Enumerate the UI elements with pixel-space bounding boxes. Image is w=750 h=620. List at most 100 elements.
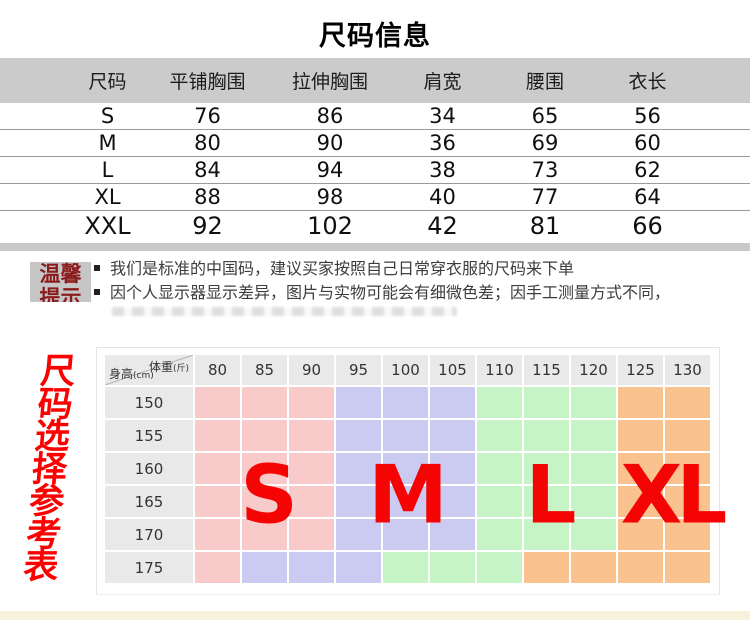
zone-cell-S — [289, 453, 334, 484]
size-table-cell: 84 — [194, 158, 221, 182]
zone-cell-L — [524, 420, 569, 451]
reference-grid-row: 170 — [105, 519, 710, 550]
zone-cell-M — [336, 486, 381, 517]
zone-cell-L — [524, 486, 569, 517]
zone-cell-XL — [665, 486, 710, 517]
zone-cell-M — [383, 453, 428, 484]
zone-cell-L — [477, 486, 522, 517]
zone-cell-L — [477, 387, 522, 418]
size-table-row: M 80 90 36 69 60 — [0, 130, 750, 157]
size-zone-letter-XL: XL — [620, 448, 728, 542]
zone-cell-S — [195, 453, 240, 484]
zone-cell-XL — [665, 420, 710, 451]
zone-cell-M — [336, 420, 381, 451]
zone-cell-L — [524, 453, 569, 484]
size-col-header: 肩宽 — [423, 71, 462, 93]
size-table-row: XL 88 98 40 77 64 — [0, 184, 750, 211]
size-table-bottom-strip — [0, 243, 750, 251]
zone-cell-XL — [618, 519, 663, 550]
zone-cell-XL — [618, 420, 663, 451]
height-axis-unit: (cm) — [133, 371, 154, 381]
size-col-header: 尺码 — [88, 71, 127, 93]
height-header-cell: 170 — [105, 519, 193, 550]
zone-cell-XL — [571, 552, 616, 583]
size-table-cell: 65 — [531, 104, 559, 128]
zone-cell-S — [195, 420, 240, 451]
tips-label-box: 温馨 提示 — [30, 262, 91, 302]
zone-cell-L — [383, 552, 428, 583]
vertical-label-char: 尺 — [38, 352, 78, 392]
reference-grid-header-row: 体重(斤) 身高(cm) 80 85 90 95 100 105 110 115 120 125 130 — [105, 355, 710, 385]
zone-cell-S — [195, 387, 240, 418]
size-table-cell: 90 — [316, 131, 344, 155]
size-table-cell: 69 — [531, 131, 559, 155]
zone-cell-S — [289, 420, 334, 451]
zone-cell-XL — [618, 453, 663, 484]
zone-cell-L — [571, 453, 616, 484]
zone-cell-M — [336, 387, 381, 418]
tips-bullet-line: 因个人显示器显示差异，图片与实物可能会有细微色差；因手工测量方式不同， — [94, 283, 739, 302]
zone-cell-L — [477, 420, 522, 451]
zone-cell-XL — [524, 552, 569, 583]
size-table-row: L 84 94 38 73 62 — [0, 157, 750, 184]
tips-label-line2: 提示 — [39, 286, 82, 302]
size-table-cell: 62 — [634, 158, 661, 182]
weight-header-cell: 95 — [336, 355, 381, 385]
size-table-cell: 80 — [194, 131, 221, 155]
zone-cell-M — [383, 486, 428, 517]
reference-grid-row: 165 — [105, 486, 710, 517]
tips-label-line1: 温馨 — [39, 262, 82, 286]
zone-cell-S — [242, 453, 287, 484]
zone-cell-S — [195, 519, 240, 550]
zone-cell-XL — [665, 387, 710, 418]
zone-cell-XL — [618, 486, 663, 517]
height-header-cell: 160 — [105, 453, 193, 484]
size-table-cell: 102 — [307, 212, 353, 240]
size-zone-letter-S: S — [240, 448, 298, 542]
size-zone-letter-M: M — [368, 448, 448, 542]
size-reference-vertical-label: 尺码选择参考表 — [22, 352, 78, 587]
faded-text-remnant — [112, 307, 457, 316]
size-table-cell: S — [100, 104, 115, 128]
size-table-cell: XXL — [84, 212, 131, 240]
zone-cell-M — [242, 552, 287, 583]
size-table-cell: 60 — [634, 131, 661, 155]
weight-header-cell: 80 — [195, 355, 240, 385]
zone-cell-L — [571, 387, 616, 418]
zone-cell-XL — [665, 519, 710, 550]
height-header-cell: 150 — [105, 387, 193, 418]
zone-cell-M — [383, 519, 428, 550]
weight-header-cell: 85 — [242, 355, 287, 385]
size-table-row: S 76 86 34 65 56 — [0, 103, 750, 130]
zone-cell-M — [430, 387, 475, 418]
zone-cell-M — [336, 552, 381, 583]
size-table-cell: 40 — [429, 185, 456, 209]
size-table-cell: 64 — [634, 185, 661, 209]
weight-axis-label: 体重(斤) — [148, 360, 189, 374]
weight-header-cell: 105 — [430, 355, 475, 385]
weight-header-cell: 115 — [524, 355, 569, 385]
tips-bullet-list: 我们是标准的中国码，建议买家按照自己日常穿衣服的尺码来下单因个人显示器显示差异，… — [94, 259, 739, 307]
height-header-cell: 155 — [105, 420, 193, 451]
reference-grid: 体重(斤) 身高(cm) 80 85 90 95 100 105 110 115 120 125 130… — [103, 353, 712, 585]
size-table-cell: 86 — [316, 104, 344, 128]
size-col-header: 平铺胸围 — [169, 71, 246, 93]
height-header-cell: 175 — [105, 552, 193, 583]
tips-bullet-text: 因个人显示器显示差异，图片与实物可能会有细微色差；因手工测量方式不同， — [110, 283, 671, 302]
zone-cell-S — [242, 387, 287, 418]
reference-grid-row: 175 — [105, 552, 710, 583]
tips-bullet-line: 我们是标准的中国码，建议买家按照自己日常穿衣服的尺码来下单 — [94, 259, 739, 278]
zone-cell-L — [477, 552, 522, 583]
weight-header-cell: 90 — [289, 355, 334, 385]
zone-cell-XL — [618, 387, 663, 418]
zone-cell-S — [195, 486, 240, 517]
reference-grid-row: 150 — [105, 387, 710, 418]
zone-cell-S — [242, 486, 287, 517]
size-table-cell: 66 — [632, 212, 663, 240]
zone-cell-M — [430, 519, 475, 550]
height-header-cell: 165 — [105, 486, 193, 517]
vertical-label-char: 参 — [27, 482, 66, 522]
zone-cell-L — [477, 519, 522, 550]
zone-cell-M — [383, 387, 428, 418]
